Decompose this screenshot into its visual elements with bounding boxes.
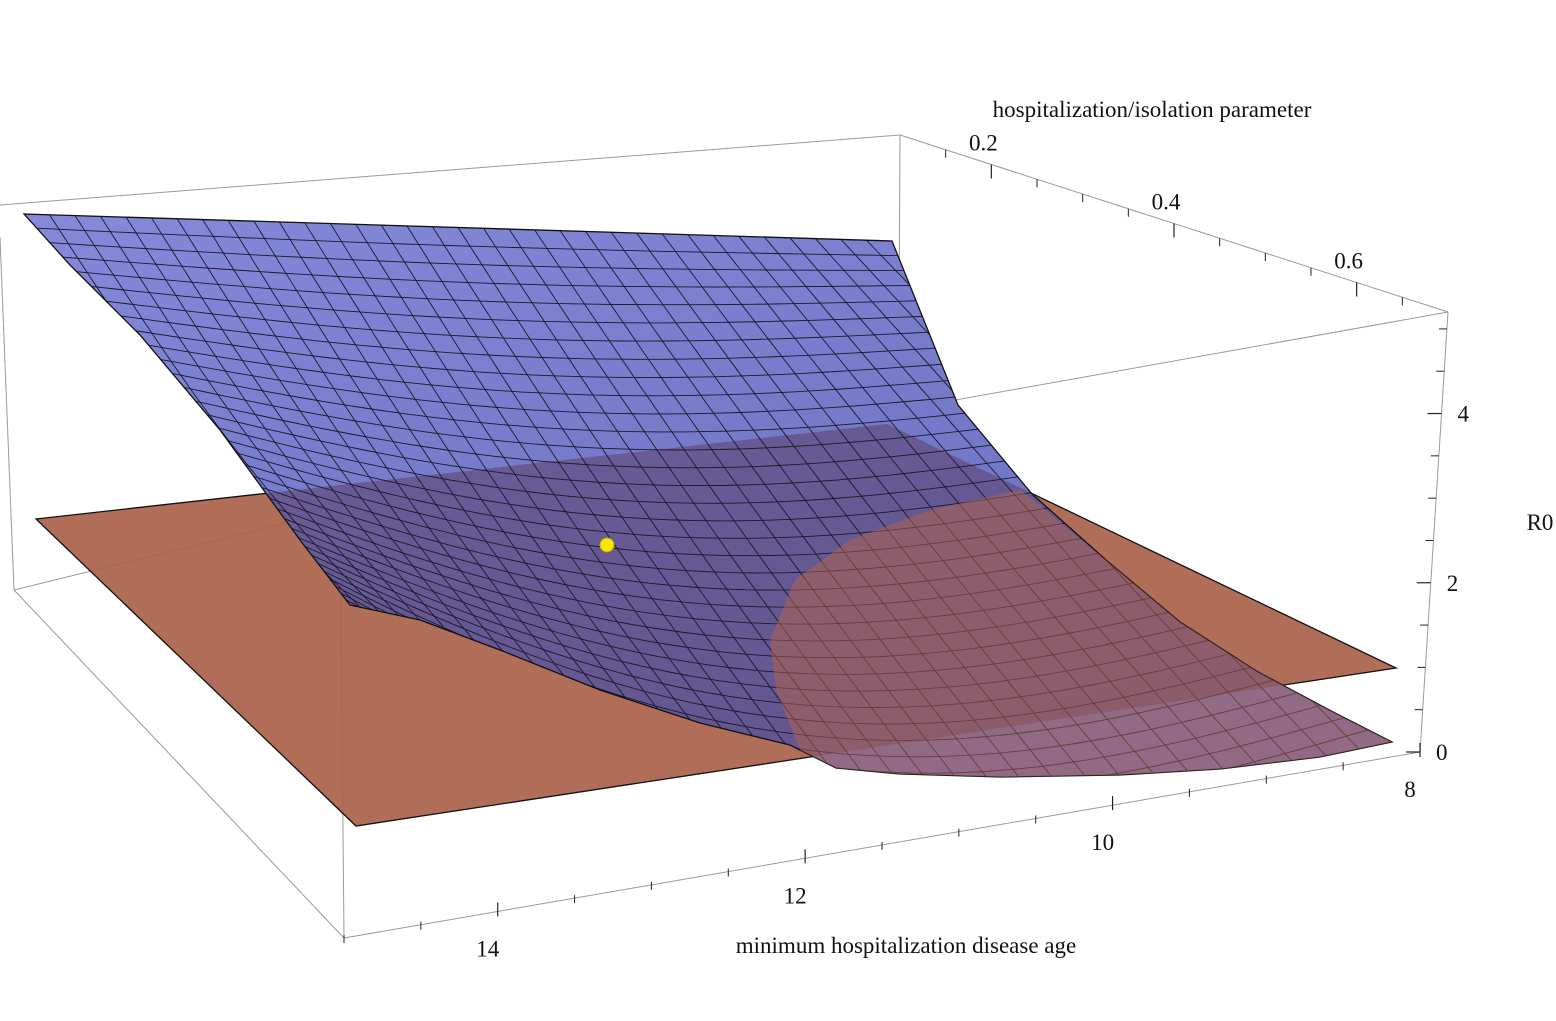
x-tick-label: 8 [1404, 777, 1416, 802]
y-axis-ticks: 0.2 0.4 0.6 [945, 131, 1403, 306]
mesh-line-v [163, 413, 1113, 504]
y-tick-label: 0.2 [969, 131, 998, 156]
mesh-line-v [116, 351, 1040, 415]
mesh-line-v [51, 255, 937, 288]
x-axis-title: minimum hospitalization disease age [736, 933, 1076, 958]
mesh-line-v [79, 297, 981, 342]
z-tick-label: 2 [1447, 571, 1459, 596]
threshold-plane-above-surface [770, 490, 1392, 777]
mesh-line-v [61, 269, 951, 306]
mesh-line-v [70, 283, 966, 324]
mesh-line-v [107, 337, 1025, 397]
x-tick-label: 14 [476, 936, 500, 961]
z-axis-ticks: 0 2 4 [1406, 328, 1470, 765]
mesh-line-v [33, 227, 907, 257]
y-axis-title: hospitalization/isolation parameter [993, 97, 1312, 122]
mesh-line-v [153, 401, 1098, 487]
x-tick-label: 12 [784, 883, 807, 908]
mesh-line-v [126, 363, 1054, 433]
mesh-line-v [144, 389, 1084, 469]
z-tick-label: 0 [1436, 740, 1448, 765]
marked-point [599, 537, 615, 553]
z-axis-title: R0 [1527, 510, 1554, 535]
mesh-line-v [89, 311, 995, 360]
z-tick-label: 4 [1458, 402, 1470, 427]
mesh-line-v [135, 376, 1069, 451]
mesh-line-v [42, 241, 922, 271]
y-tick-label: 0.4 [1152, 190, 1181, 215]
y-tick-label: 0.6 [1334, 249, 1363, 274]
mesh-line-v [98, 324, 1010, 379]
x-axis-ticks: 8 10 12 14 [343, 743, 1421, 961]
x-tick-label: 10 [1091, 830, 1114, 855]
